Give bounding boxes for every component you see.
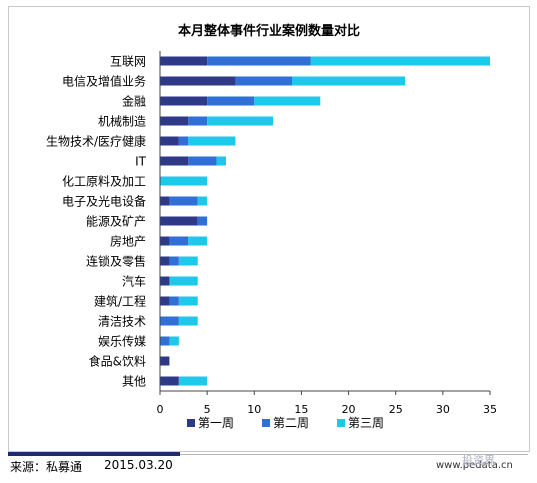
bar-segment-week3 <box>169 276 198 286</box>
chart-title: 本月整体事件行业案例数量对比 <box>178 23 360 39</box>
bar-segment-week2 <box>197 216 208 226</box>
bar-segment-week1 <box>160 236 170 246</box>
bar-segment-week1 <box>160 216 198 226</box>
category-label: 电信及增值业务 <box>62 74 146 89</box>
footer: 来源：私募通 2015.03.20 www.pedata.cn 投资界 <box>0 452 537 483</box>
x-tick-label: 15 <box>294 403 308 416</box>
legend-swatch-week3 <box>337 419 345 427</box>
footer-divider <box>180 454 528 455</box>
category-label: 连锁及零售 <box>86 254 146 269</box>
bar-segment-week2 <box>169 196 198 206</box>
website-label: www.pedata.cn <box>436 460 513 471</box>
bar-segment-week3 <box>216 156 226 166</box>
bar-segment-week3 <box>160 176 208 186</box>
bar-segment-week3 <box>254 96 321 106</box>
category-label: 汽车 <box>122 274 146 289</box>
legend-label-week3: 第三周 <box>348 416 384 430</box>
bar-segment-week1 <box>160 56 208 66</box>
bar-segment-week1 <box>160 136 179 146</box>
bar-segment-week2 <box>169 236 189 246</box>
x-tick-label: 20 <box>342 403 356 416</box>
x-tick-label: 30 <box>436 403 450 416</box>
bar-segment-week1 <box>160 156 189 166</box>
bar-segment-week3 <box>169 336 179 346</box>
bar-segment-week3 <box>178 376 208 386</box>
x-tick-label: 10 <box>247 403 261 416</box>
bar-segment-week2 <box>188 116 208 126</box>
bar-segment-week1 <box>160 256 170 266</box>
x-tick-label: 0 <box>157 403 164 416</box>
bar-segment-week3 <box>310 56 490 66</box>
bar-segment-week2 <box>235 76 292 86</box>
bar-segment-week2 <box>188 156 217 166</box>
legend-label-week2: 第二周 <box>273 416 309 430</box>
bar-segment-week3 <box>197 196 208 206</box>
category-label: 金融 <box>122 94 146 109</box>
bar-segment-week3 <box>207 116 274 126</box>
bar-segment-week2 <box>169 256 179 266</box>
bar-segment-week1 <box>160 76 236 86</box>
bar-segment-week3 <box>188 136 236 146</box>
legend-label-week1: 第一周 <box>198 416 234 430</box>
category-label: 电子及光电设备 <box>62 195 146 209</box>
bar-segment-week2 <box>207 96 255 106</box>
legend-swatch-week2 <box>262 419 270 427</box>
x-tick-label: 25 <box>389 403 403 416</box>
bar-segment-week1 <box>160 196 170 206</box>
category-label: 化工原料及加工 <box>62 175 146 189</box>
bar-segment-week2 <box>178 136 189 146</box>
bar-segment-week1 <box>160 96 208 106</box>
x-tick-label: 5 <box>204 403 211 416</box>
category-label: 房地产 <box>110 234 146 249</box>
category-label: 娱乐传媒 <box>98 334 146 349</box>
category-label: IT <box>135 155 147 169</box>
chart-frame: 本月整体事件行业案例数量对比互联网电信及增值业务金融机械制造生物技术/医疗健康 I… <box>8 6 530 452</box>
bar-segment-week1 <box>160 376 179 386</box>
legend-swatch-week1 <box>187 419 195 427</box>
bar-segment-week3 <box>178 296 198 306</box>
category-label: 其他 <box>122 375 146 389</box>
category-label: 机械制造 <box>98 114 146 129</box>
source-date: 2015.03.20 <box>104 458 173 472</box>
bar-segment-week1 <box>160 116 189 126</box>
x-tick-label: 35 <box>483 403 497 416</box>
bar-segment-week2 <box>160 336 170 346</box>
bar-segment-week3 <box>292 76 406 86</box>
category-label: 食品&饮料 <box>89 354 146 369</box>
source-label: 来源：私募通 <box>10 460 83 474</box>
watermark-text: 投资界 <box>462 454 495 467</box>
bar-segment-week1 <box>160 276 170 286</box>
category-label: 建筑/工程 <box>94 294 146 309</box>
category-label: 清洁技术 <box>98 315 146 329</box>
bar-segment-week2 <box>207 56 311 66</box>
bar-segment-week3 <box>188 236 208 246</box>
bar-segment-week3 <box>178 256 198 266</box>
footer-accent-bar <box>8 452 180 456</box>
bar-segment-week3 <box>178 316 198 326</box>
bar-segment-week2 <box>160 316 179 326</box>
category-label: 能源及矿产 <box>86 215 146 229</box>
category-label: 互联网 <box>110 55 146 69</box>
bar-segment-week1 <box>160 356 170 366</box>
bar-segment-week1 <box>160 296 170 306</box>
category-label: 生物技术/医疗健康 <box>46 134 146 149</box>
bar-segment-week2 <box>169 296 179 306</box>
